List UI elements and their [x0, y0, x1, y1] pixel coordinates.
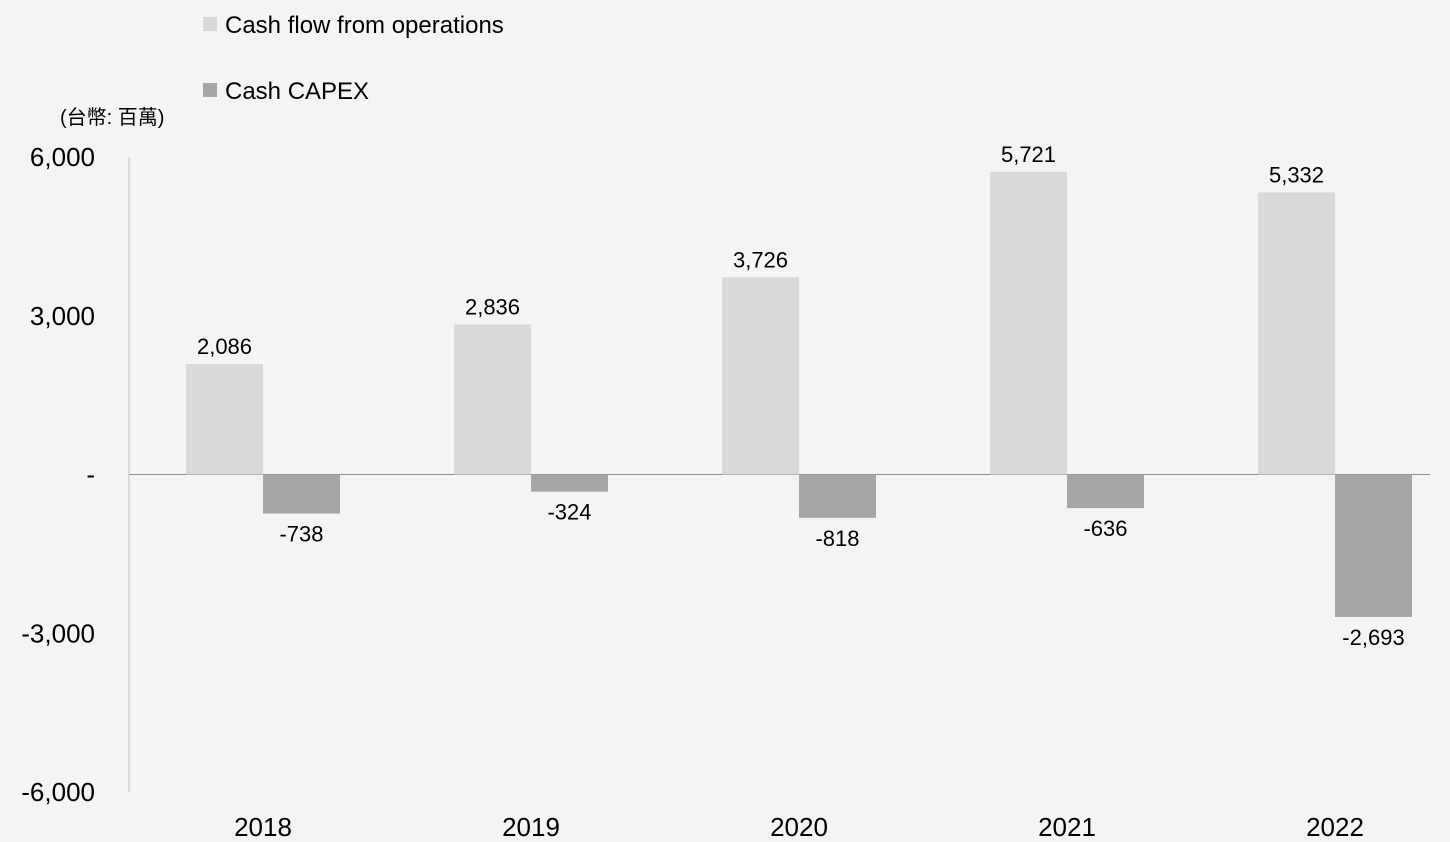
y-tick-label: -6,000: [21, 777, 95, 807]
bar-0-2: [722, 277, 799, 475]
x-tick-label: 2020: [770, 812, 828, 842]
legend: Cash flow from operations Cash CAPEX: [203, 12, 504, 105]
bar-1-2: [799, 474, 876, 518]
legend-label-1: Cash CAPEX: [225, 78, 369, 105]
data-label-0-2: 3,726: [733, 247, 788, 272]
x-tick-label: 2022: [1306, 812, 1364, 842]
bar-0-3: [990, 171, 1067, 475]
data-label-0-0: 2,086: [197, 334, 252, 359]
data-label-1-4: -2,693: [1342, 625, 1404, 650]
legend-swatch-1: [203, 83, 217, 97]
bar-0-1: [454, 324, 531, 475]
data-label-1-2: -818: [815, 526, 859, 551]
y-tick-label: -: [86, 460, 95, 490]
x-tick-label: 2021: [1038, 812, 1096, 842]
bar-1-4: [1335, 474, 1412, 618]
y-tick-label: -3,000: [21, 618, 95, 648]
axes: 6,000 3,000 - -3,000 -6,000 2018 2019 2020 2021 2…: [21, 142, 1430, 842]
y-tick-label: 3,000: [30, 301, 95, 331]
bar-1-3: [1067, 474, 1144, 509]
bar-0-0: [186, 364, 263, 475]
data-label-1-0: -738: [279, 522, 323, 547]
bars: [186, 171, 1412, 618]
x-tick-label: 2018: [234, 812, 292, 842]
data-label-0-3: 5,721: [1001, 142, 1056, 167]
bar-1-1: [531, 474, 608, 492]
data-label-1-3: -636: [1083, 516, 1127, 541]
data-label-0-1: 2,836: [465, 294, 520, 319]
bar-1-0: [263, 474, 340, 514]
legend-label-0: Cash flow from operations: [225, 12, 504, 39]
y-tick-label: 6,000: [30, 142, 95, 172]
bar-0-4: [1258, 192, 1335, 475]
legend-swatch-0: [203, 17, 217, 31]
x-tick-label: 2019: [502, 812, 560, 842]
data-label-0-4: 5,332: [1269, 162, 1324, 187]
unit-label: (台幣: 百萬): [60, 106, 164, 129]
data-labels: 2,086 2,836 3,726 5,721 5,332 -738 -324 -818 -63…: [197, 142, 1405, 650]
data-label-1-1: -324: [547, 500, 591, 525]
